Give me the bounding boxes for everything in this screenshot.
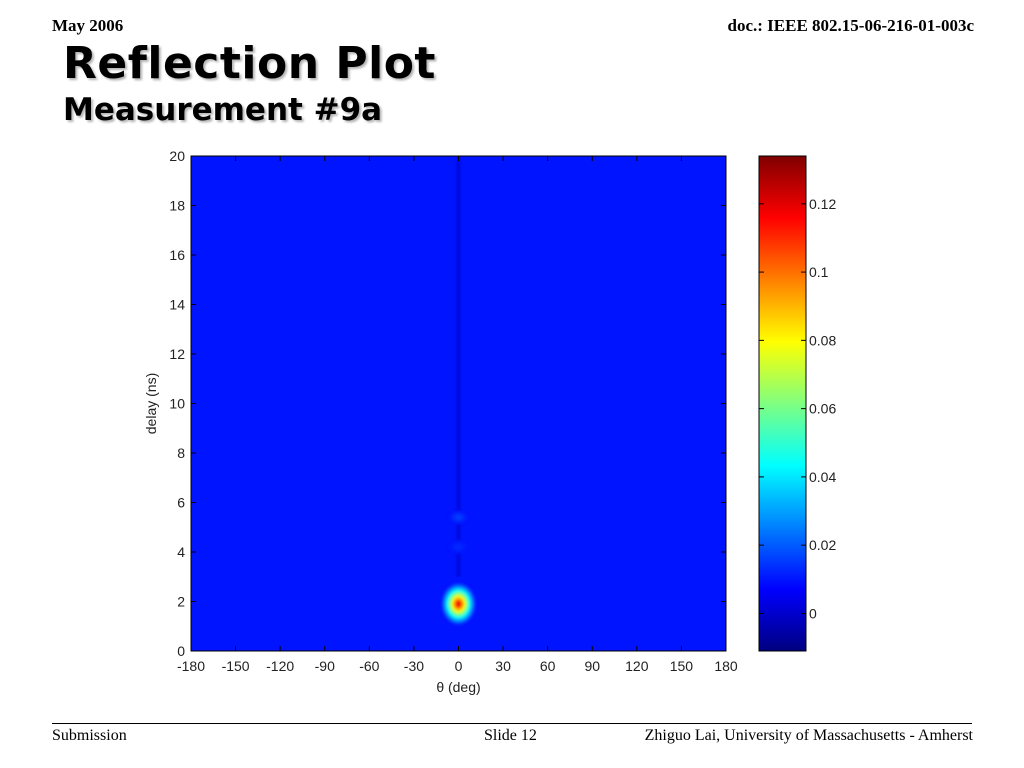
colorbar-tick-label: 0.02	[809, 537, 836, 553]
x-tick-label: 90	[584, 658, 600, 674]
footer-submission: Submission	[52, 727, 127, 744]
colorbar-tick-label: 0.08	[809, 332, 836, 348]
colorbar-tick-label: 0.12	[809, 196, 836, 212]
x-tick-label: 180	[714, 658, 738, 674]
footer-divider	[52, 723, 972, 724]
y-tick-label: 0	[177, 643, 185, 659]
heatmap-peak	[440, 581, 477, 626]
colorbar: 0 0.02 0.04 0.06 0.08 0.1 0.12	[758, 155, 836, 652]
header-date: May 2006	[52, 16, 124, 35]
y-tick-label: 18	[169, 198, 185, 214]
y-tick-label: 20	[169, 148, 185, 164]
x-tick-label: -30	[404, 658, 424, 674]
footer-slide-number: Slide 12	[484, 727, 537, 744]
y-tick-label: 14	[169, 297, 185, 313]
x-tick-label: -90	[315, 658, 335, 674]
y-tick-label: 2	[177, 594, 185, 610]
y-tick-label: 10	[169, 396, 185, 412]
colorbar-tick-label: 0.06	[809, 401, 836, 417]
y-axis-label: delay (ns)	[143, 373, 159, 434]
x-tick-label: 60	[540, 658, 556, 674]
x-tick-label: -120	[266, 658, 294, 674]
x-tick-label: 0	[455, 658, 463, 674]
colorbar-gradient	[758, 155, 807, 652]
y-tick-label: 8	[177, 445, 185, 461]
y-tick-label: 6	[177, 495, 185, 511]
x-tick-label: 120	[625, 658, 649, 674]
footer-author: Zhiguo Lai, University of Massachusetts …	[644, 727, 973, 744]
y-tick-label: 16	[169, 247, 185, 263]
colorbar-tick-label: 0.04	[809, 469, 836, 485]
y-tick-label: 4	[177, 544, 185, 560]
x-tick-label: -180	[177, 658, 205, 674]
x-tick-label: 30	[495, 658, 511, 674]
x-axis-label: θ (deg)	[436, 679, 480, 695]
colorbar-tick-label: 0.1	[809, 264, 829, 280]
colorbar-tick-label: 0	[809, 605, 817, 621]
header-doc-id: doc.: IEEE 802.15-06-216-01-003c	[727, 16, 974, 35]
heatmap-peak	[448, 510, 469, 525]
axes-layer: -180 -150 -120 -90 -60 -30 0 30 60 90 120 150 180 0 2 4…	[143, 148, 738, 695]
heatmap-streak	[454, 156, 463, 577]
y-tick-label: 12	[169, 346, 185, 362]
slide-title: Reflection Plot	[63, 38, 436, 89]
heatmap-layer	[191, 156, 726, 651]
slide-subtitle: Measurement #9a	[63, 92, 383, 128]
heatmap-peak	[448, 540, 469, 555]
x-tick-label: 150	[670, 658, 694, 674]
x-tick-label: -150	[222, 658, 250, 674]
x-tick-label: -60	[359, 658, 379, 674]
